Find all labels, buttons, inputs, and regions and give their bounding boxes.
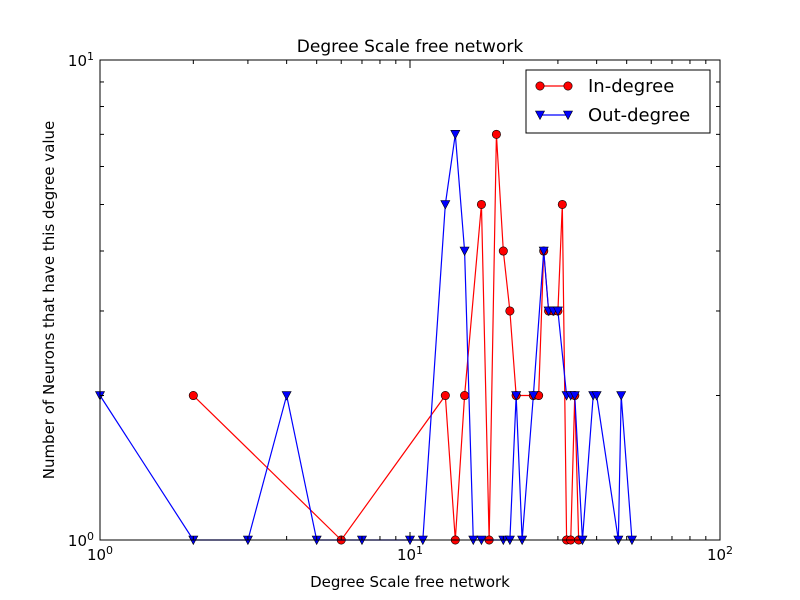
data-point-in-degree: [505, 306, 515, 316]
legend-entry-out-degree: Out-degree: [535, 105, 690, 126]
data-point-in-degree: [188, 391, 198, 401]
x-tick-exponent: 2: [726, 544, 733, 557]
data-point-out-degree: [616, 391, 627, 401]
y-tick-exponent: 1: [87, 50, 94, 63]
x-axis-label: Degree Scale free network: [310, 573, 510, 591]
legend-label-out-degree: Out-degree: [588, 105, 690, 126]
x-tick-label: 100: [87, 544, 113, 564]
legend-marker-in-degree: [563, 81, 573, 91]
x-tick-label: 101: [397, 544, 423, 564]
data-point-out-degree: [459, 246, 470, 257]
data-point-out-degree: [569, 391, 580, 401]
data-point-out-degree: [450, 130, 461, 140]
data-point-out-degree: [538, 246, 549, 257]
y-tick-label: 101: [68, 50, 94, 70]
y-tick-exponent: 0: [87, 530, 94, 543]
legend-marker-out-degree: [535, 110, 545, 121]
legend: In-degree Out-degree: [525, 69, 711, 134]
y-tick-label: 100: [68, 530, 94, 550]
data-point-in-degree: [476, 199, 486, 209]
legend-box: [525, 69, 711, 134]
x-tick-exponent: 0: [106, 544, 113, 557]
x-tick-exponent: 1: [416, 544, 423, 557]
data-point-out-degree: [511, 391, 522, 401]
x-tick-base: 10: [397, 546, 416, 564]
data-point-out-degree: [281, 391, 292, 401]
data-point-in-degree: [557, 199, 567, 209]
data-point-in-degree: [491, 129, 501, 139]
data-point-out-degree: [591, 391, 602, 401]
y-tick-base: 10: [68, 532, 87, 550]
data-point-in-degree: [498, 246, 508, 256]
legend-marker-in-degree: [535, 81, 545, 91]
legend-marker-out-degree: [563, 110, 573, 121]
x-tick-label: 102: [707, 544, 733, 564]
y-axis-label: Number of Neurons that have this degree …: [40, 121, 58, 480]
data-point-in-degree: [440, 391, 450, 401]
chart-title: Degree Scale free network: [297, 37, 524, 57]
data-point-out-degree: [440, 200, 451, 210]
x-tick-base: 10: [87, 546, 106, 564]
data-point-out-degree: [552, 306, 563, 317]
data-point-out-degree: [528, 391, 539, 401]
data-point-in-degree: [460, 391, 470, 401]
x-tick-base: 10: [707, 546, 726, 564]
y-tick-base: 10: [68, 52, 87, 70]
legend-entry-in-degree: In-degree: [535, 76, 674, 97]
legend-label-in-degree: In-degree: [588, 76, 674, 97]
